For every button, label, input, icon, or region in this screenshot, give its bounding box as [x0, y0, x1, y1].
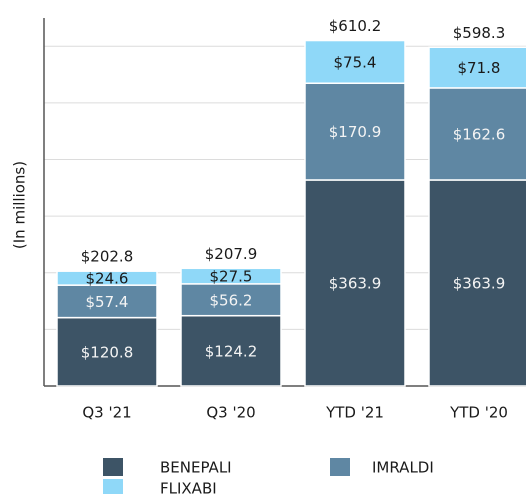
total-label: $207.9 — [205, 245, 258, 263]
legend-swatch — [330, 458, 350, 476]
bar-segment — [428, 87, 526, 181]
legend-swatch — [103, 479, 123, 494]
y-axis-label: (In millions) — [11, 161, 29, 249]
data-label: $75.4 — [334, 53, 377, 71]
legend-label: IMRALDI — [372, 459, 434, 477]
data-label: $71.8 — [458, 59, 501, 77]
data-label: $363.9 — [329, 274, 382, 292]
data-label: $24.6 — [86, 270, 129, 288]
bar-segment — [428, 46, 526, 89]
bar-segment — [304, 39, 406, 84]
total-label: $598.3 — [453, 24, 506, 42]
data-label: $162.6 — [453, 125, 506, 143]
x-tick-label: Q3 '20 — [206, 404, 255, 422]
data-label: $56.2 — [210, 291, 253, 309]
total-label: $202.8 — [81, 248, 134, 266]
data-label: $363.9 — [453, 274, 506, 292]
total-label: $610.2 — [329, 17, 382, 35]
data-label: $170.9 — [329, 123, 382, 141]
x-tick-label: YTD '20 — [449, 404, 508, 422]
data-label: $120.8 — [81, 343, 134, 361]
data-label: $124.2 — [205, 342, 258, 360]
bar-segment — [56, 316, 158, 387]
x-tick-label: YTD '21 — [325, 404, 384, 422]
bar-segment — [428, 179, 526, 387]
legend-label: BENEPALI — [160, 459, 232, 477]
x-tick-label: Q3 '21 — [82, 404, 131, 422]
legend-swatch — [103, 458, 123, 476]
bar-segment — [180, 267, 282, 285]
legend-label: FLIXABI — [160, 480, 217, 494]
bar-segment — [304, 179, 406, 387]
data-label: $57.4 — [86, 293, 129, 311]
bar-segment — [56, 284, 158, 319]
bar-segment — [56, 270, 158, 286]
bar-segment — [304, 82, 406, 181]
data-label: $27.5 — [210, 268, 253, 286]
